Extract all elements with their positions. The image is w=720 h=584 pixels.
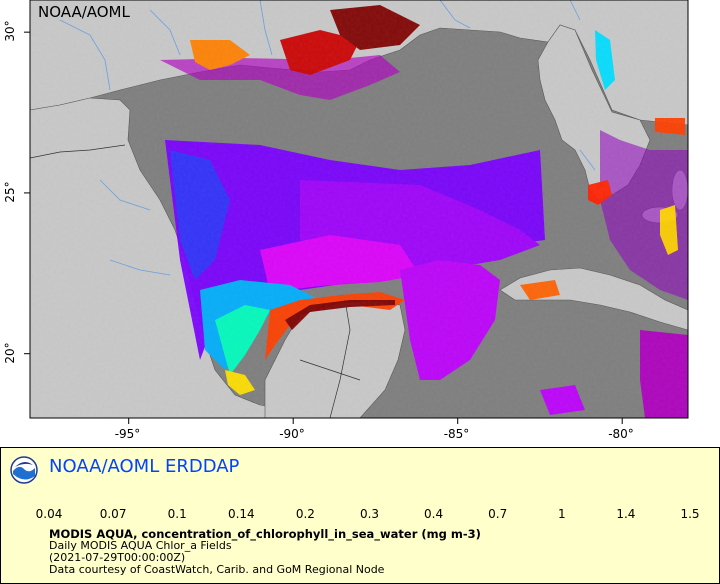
map-area — [30, 0, 688, 418]
map-borders — [30, 144, 361, 418]
colorbar-tick-label: 0.1 — [167, 507, 187, 521]
colorbar-tick-label: 0.04 — [35, 507, 63, 521]
legend-title: NOAA/AOML ERDDAP — [49, 456, 240, 477]
colorbar-tick-label: 0.2 — [295, 507, 315, 521]
credit-label: Data courtesy of CoastWatch, Carib. and … — [49, 563, 385, 576]
colorbar-tick-label: 1 — [557, 507, 566, 521]
lat-tick-label: 30° — [3, 20, 17, 42]
noaa-logo-icon — [10, 456, 38, 484]
dataset-label: Daily MODIS AQUA Chlor_a Fields — [49, 539, 232, 552]
colorbar-tick-label: 0.3 — [359, 507, 380, 521]
lat-tick-label: 25° — [3, 181, 17, 203]
colorbar-tick-label: 1.4 — [616, 507, 636, 521]
variable-label: MODIS AQUA, concentration_of_chlorophyll… — [49, 527, 481, 541]
colorbar-tick-label: 0.7 — [488, 507, 508, 521]
colorbar-tick-label: 0.14 — [227, 507, 255, 521]
lon-tick-label: -90° — [279, 427, 305, 441]
axis-ticks — [24, 31, 623, 424]
map-border-frame — [29, 0, 689, 419]
colorbar-tick-label: 0.07 — [99, 507, 127, 521]
lon-tick-label: -80° — [608, 427, 634, 441]
lon-tick-label: -95° — [114, 427, 141, 441]
chlorophyll-field — [30, 0, 688, 418]
lon-tick-label: -85° — [443, 427, 470, 441]
map-watermark: NOAA/AOML — [38, 3, 130, 21]
colorbar-tick-label: 1.5 — [680, 507, 700, 521]
lat-tick-label: 20° — [3, 342, 17, 364]
legend-panel: NOAA/AOML ERDDAP 0.04 0.07 0.1 0.14 0.2 0.3 0.… — [0, 447, 720, 584]
colorbar-tick-label: 0.4 — [424, 507, 444, 521]
rivers — [59, 0, 596, 276]
time-label: (2021-07-29T00:00:00Z) — [49, 551, 186, 564]
